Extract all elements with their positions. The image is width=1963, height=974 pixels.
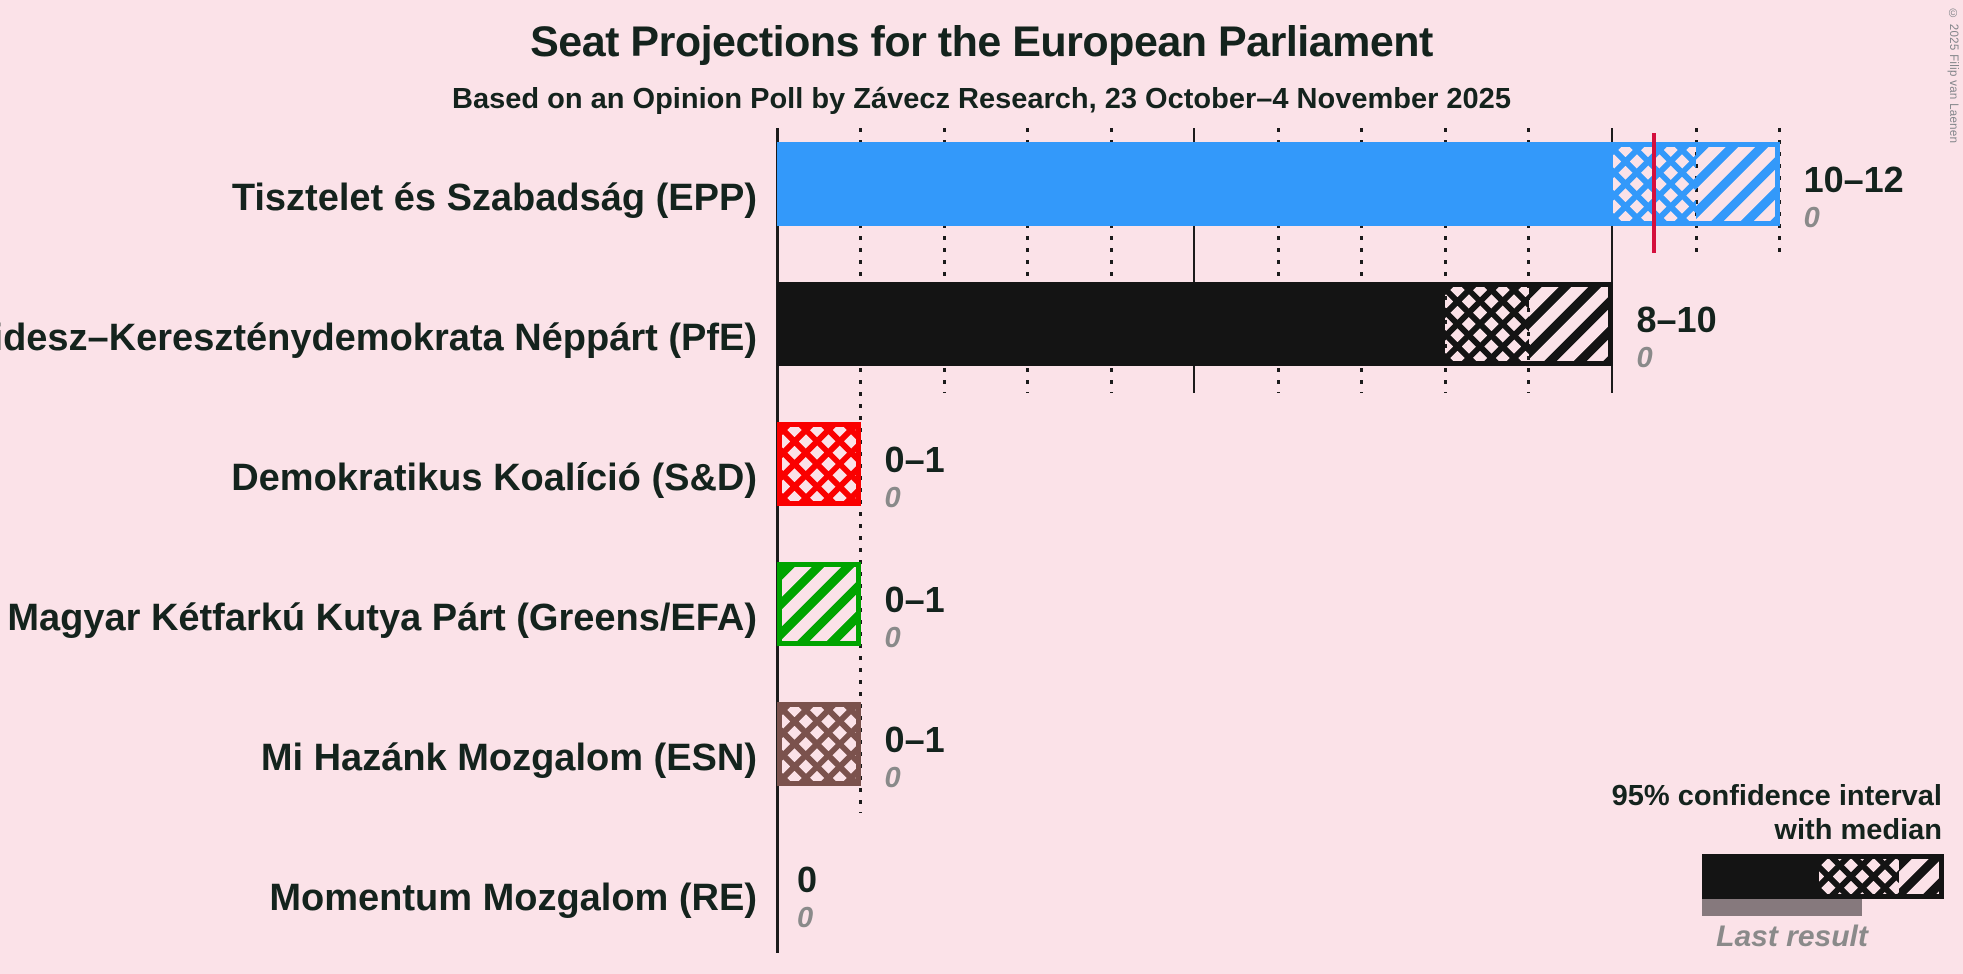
minor-gridline — [942, 128, 946, 393]
minor-gridline — [1276, 128, 1280, 393]
minor-gridline — [1360, 128, 1364, 393]
legend-ci-bar — [1702, 854, 1944, 899]
bar-diagonal-segment — [1528, 287, 1608, 361]
legend-diagonal-segment — [1899, 859, 1939, 894]
copyright-notice: © 2025 Filip van Laenen — [1947, 8, 1959, 144]
party-label: Momentum Mozgalom (RE) — [269, 876, 757, 919]
legend-ci-label: 95% confidence interval — [1611, 780, 1942, 812]
major-gridline — [1611, 128, 1613, 393]
seat-bar — [777, 282, 1613, 366]
minor-gridline — [1527, 128, 1531, 393]
median-line — [1652, 133, 1657, 253]
seat-range-label: 0 — [797, 859, 818, 900]
bar-crosshatch-segment — [1445, 287, 1529, 361]
y-axis-line — [776, 128, 779, 953]
legend-last-result-bar — [1702, 899, 1862, 916]
minor-gridline — [1109, 128, 1113, 393]
bar-solid-segment — [782, 287, 1446, 361]
seat-range-label: 8–10 — [1636, 299, 1717, 340]
seat-bar — [777, 422, 861, 506]
party-label: Fidesz–Kereszténydemokrata Néppárt (PfE) — [0, 316, 757, 359]
party-label: Demokratikus Koalíció (S&D) — [231, 456, 757, 499]
seat-range-label: 10–12 — [1803, 159, 1904, 200]
major-gridline — [1193, 128, 1196, 393]
seat-bar — [777, 702, 861, 786]
bar-diagonal-segment — [1696, 147, 1775, 221]
chart-subtitle: Based on an Opinion Poll by Závecz Resea… — [452, 83, 1511, 115]
last-result-label: 0 — [1803, 202, 1820, 234]
last-result-label: 0 — [1636, 342, 1653, 374]
seat-range-label: 0–1 — [884, 579, 945, 620]
seat-bar — [777, 142, 1780, 226]
last-result-label: 0 — [884, 762, 901, 794]
legend-solid-segment — [1707, 859, 1819, 894]
last-result-label: 0 — [884, 622, 901, 654]
party-label: Magyar Kétfarkú Kutya Párt (Greens/EFA) — [7, 596, 757, 639]
seat-range-label: 0–1 — [884, 439, 945, 480]
bar-diagonal-segment — [782, 567, 856, 641]
party-label: Mi Hazánk Mozgalom (ESN) — [260, 736, 757, 779]
bar-crosshatch-segment — [782, 427, 856, 501]
legend-median-label: with median — [1774, 814, 1942, 846]
last-result-label: 0 — [797, 902, 814, 934]
bar-solid-segment — [782, 147, 1613, 221]
legend-crosshatch-segment — [1819, 859, 1899, 894]
bar-crosshatch-segment — [782, 707, 856, 781]
party-label: Tisztelet és Szabadság (EPP) — [231, 176, 757, 219]
chart-title: Seat Projections for the European Parlia… — [530, 18, 1433, 66]
minor-gridline — [1026, 128, 1030, 393]
seat-range-label: 0–1 — [884, 719, 945, 760]
legend-last-result-label: Last result — [1716, 920, 1868, 953]
last-result-label: 0 — [884, 482, 901, 514]
minor-gridline — [1778, 128, 1782, 253]
minor-gridline — [859, 128, 863, 813]
minor-gridline — [1443, 128, 1447, 393]
seat-bar — [777, 562, 861, 646]
